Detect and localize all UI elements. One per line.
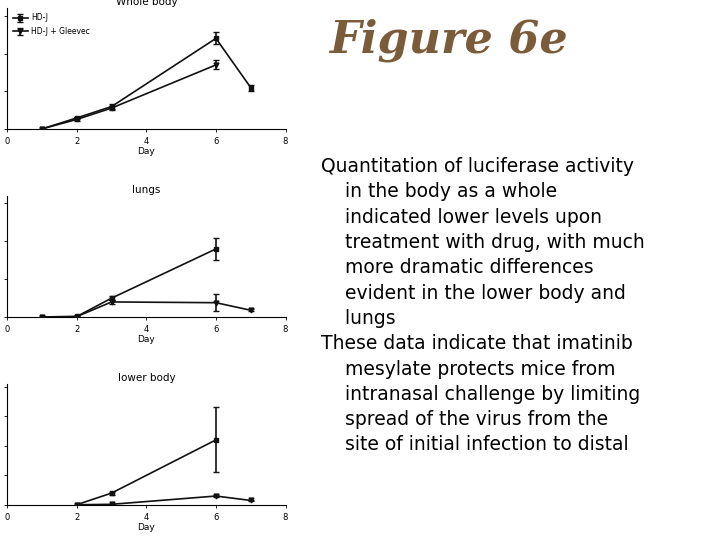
X-axis label: Day: Day xyxy=(138,335,156,344)
Title: lungs: lungs xyxy=(132,185,161,195)
Title: lower body: lower body xyxy=(117,373,175,383)
Legend: HD-J, HD-J + Gleevec: HD-J, HD-J + Gleevec xyxy=(11,12,91,38)
X-axis label: Day: Day xyxy=(138,523,156,532)
Title: Whole body: Whole body xyxy=(115,0,177,8)
Text: Quantitation of luciferase activity
    in the body as a whole
    indicated low: Quantitation of luciferase activity in t… xyxy=(321,157,644,455)
X-axis label: Day: Day xyxy=(138,147,156,156)
Text: Figure 6e: Figure 6e xyxy=(329,18,567,62)
